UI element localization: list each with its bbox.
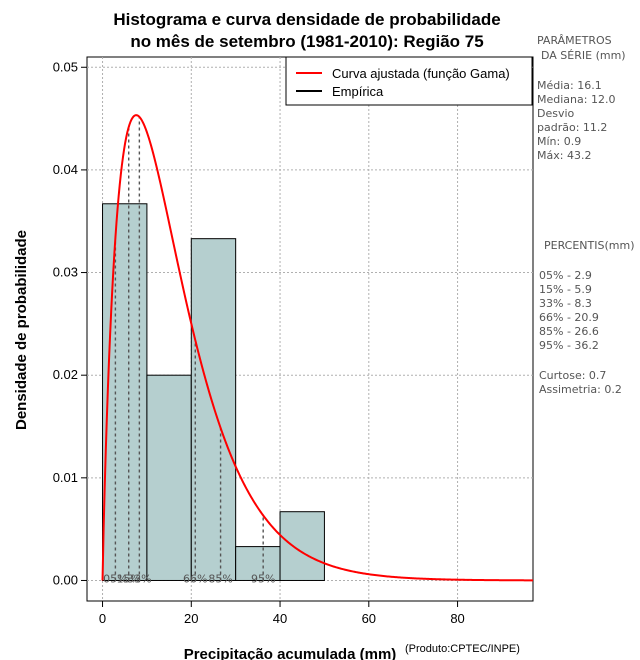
x-tick-label: 0 [99,611,106,626]
percentil-85: 85% - 26.6 [539,325,599,338]
param-desvio-2: padrão: 11.2 [537,121,607,134]
chart-title-line1: Histograma e curva densidade de probabil… [113,10,500,29]
percentil-66: 66% - 20.9 [539,311,599,324]
x-tick-label: 80 [450,611,464,626]
y-axis-title: Densidade de probabilidade [13,230,30,430]
percentile-label: 66% [183,572,207,585]
histogram-bars [102,203,325,581]
gamma-fit-curve [101,114,534,582]
legend-label-fit: Curva ajustada (função Gama) [332,66,510,81]
x-tick-label: 40 [273,611,287,626]
histogram-bar [102,203,148,581]
y-tick-label: 0.03 [53,265,78,280]
side-panel: PARÂMETROS DA SÉRIE (mm) Média: 16.1 Med… [537,34,635,396]
percentil-95: 95% - 36.2 [539,339,599,352]
param-max: Máx: 43.2 [537,149,591,162]
percentile-label: 85% [208,572,232,585]
x-axis-title: Precipitação acumulada (mm) [184,646,397,660]
x-axis: 0 20 40 60 80 [99,601,465,626]
percentil-33: 33% - 8.3 [539,297,592,310]
percentil-05: 05% - 2.9 [539,269,592,282]
percentile-label: 15% [116,572,140,585]
histogram-bar [146,374,192,581]
legend-label-empirical: Empírica [332,84,384,99]
percentile-label: 05% [103,572,127,585]
percentil-15: 15% - 5.9 [539,283,592,296]
percentile-label: 33% [127,572,151,585]
y-tick-label: 0.02 [53,367,78,382]
x-tick-label: 20 [184,611,198,626]
percentile-markers: 05%15%33% 66% 85% 95% [103,116,275,585]
chart-title-line2: no mês de setembro (1981-2010): Região 7… [130,32,483,51]
y-tick-label: 0.01 [53,470,78,485]
param-mediana: Mediana: 12.0 [537,93,615,106]
param-min: Mín: 0.9 [537,135,581,148]
x-tick-label: 60 [362,611,376,626]
gamma-curve-layer [101,114,534,582]
y-tick-label: 0.00 [53,572,78,587]
y-axis: 0.00 0.01 0.02 0.03 0.04 0.05 [53,59,87,587]
stat-assimetria: Assimetria: 0.2 [539,383,622,396]
y-tick-label: 0.04 [53,162,78,177]
param-media: Média: 16.1 [537,79,602,92]
histogram-bar [279,511,325,581]
stat-curtose: Curtose: 0.7 [539,369,606,382]
y-tick-label: 0.05 [53,59,78,74]
legend: Curva ajustada (função Gama) Empírica [285,56,533,106]
percentis-title: PERCENTIS(mm) [544,239,635,252]
credit-label: (Produto:CPTEC/INPE) [405,643,520,655]
param-desvio-1: Desvio [537,107,575,120]
percentile-label: 95% [251,572,275,585]
params-title-1: PARÂMETROS [537,34,612,47]
legend-box [285,56,533,106]
params-title-2: DA SÉRIE (mm) [541,49,626,62]
